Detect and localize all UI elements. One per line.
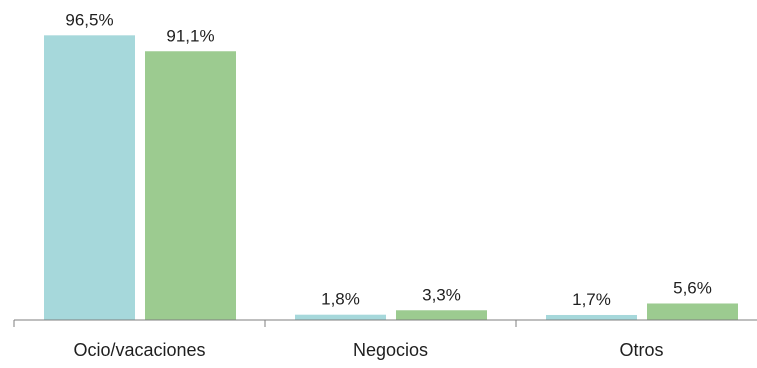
data-label: 5,6% (673, 278, 712, 297)
x-tick-label: Negocios (353, 340, 428, 360)
bar (396, 310, 487, 320)
data-label: 91,1% (166, 26, 214, 45)
x-tick-label: Ocio/vacaciones (73, 340, 205, 360)
data-label: 96,5% (65, 10, 113, 29)
bar (145, 51, 236, 320)
bar (295, 314, 386, 320)
data-label: 3,3% (422, 285, 461, 304)
data-label: 1,8% (321, 290, 360, 309)
value-labels-layer: 96,5% 91,1% 1,8% 3,3% 1,7% 5,6% (65, 10, 711, 309)
bar (647, 303, 738, 320)
x-axis: Ocio/vacaciones Negocios Otros (13, 319, 757, 360)
bar (44, 35, 135, 320)
bars-layer (44, 35, 738, 320)
data-label: 1,7% (572, 290, 611, 309)
x-tick-label: Otros (619, 340, 663, 360)
bar (546, 314, 637, 320)
